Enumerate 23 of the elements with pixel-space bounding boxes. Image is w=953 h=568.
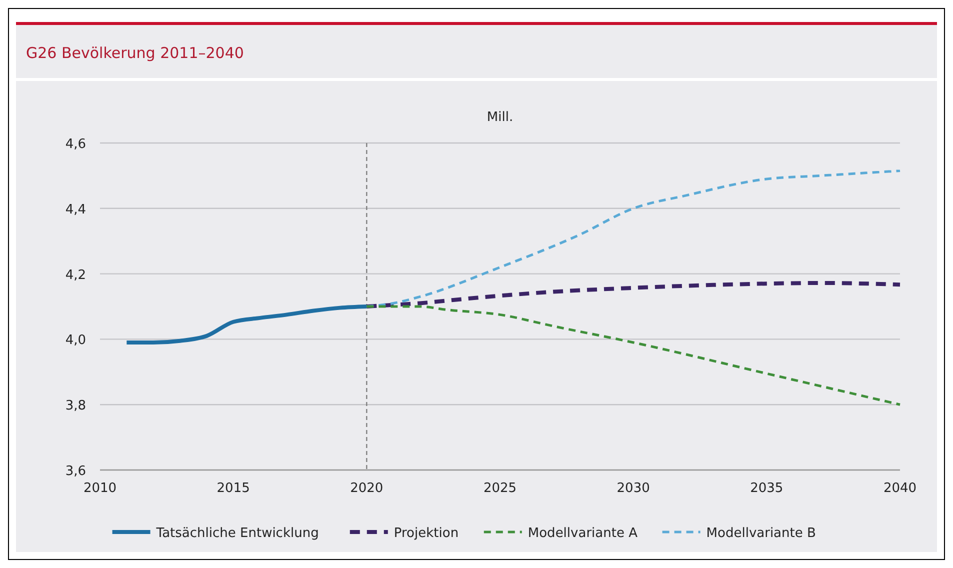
legend-label: Modellvariante A [528, 526, 638, 541]
x-tick-label: 2040 [883, 481, 917, 496]
line-series [365, 305, 902, 406]
y-tick-label: 4,2 [65, 268, 86, 283]
legend-label: Projektion [394, 526, 459, 541]
x-tick-label: 2015 [216, 481, 250, 496]
y-axis-title: Mill. [486, 110, 514, 125]
x-tick-label: 2010 [83, 481, 117, 496]
x-tick-label: 2020 [350, 481, 384, 496]
line-series [365, 170, 902, 308]
line-series [364, 280, 902, 308]
x-tick-label: 2035 [750, 481, 784, 496]
y-tick-label: 3,8 [65, 398, 86, 414]
x-tick-label: 2025 [483, 481, 517, 496]
y-tick-label: 4,6 [65, 137, 86, 152]
legend-label: Modellvariante B [706, 526, 816, 541]
y-tick-label: 4,0 [65, 333, 86, 348]
y-tick-label: 3,6 [65, 464, 86, 479]
chart-title: G26 Bevölkerung 2011–2040 [26, 44, 244, 62]
y-tick-label: 4,4 [65, 202, 86, 218]
legend-label: Tatsächliche Entwicklung [155, 526, 319, 541]
x-tick-label: 2030 [616, 481, 650, 496]
line-series [124, 304, 369, 344]
